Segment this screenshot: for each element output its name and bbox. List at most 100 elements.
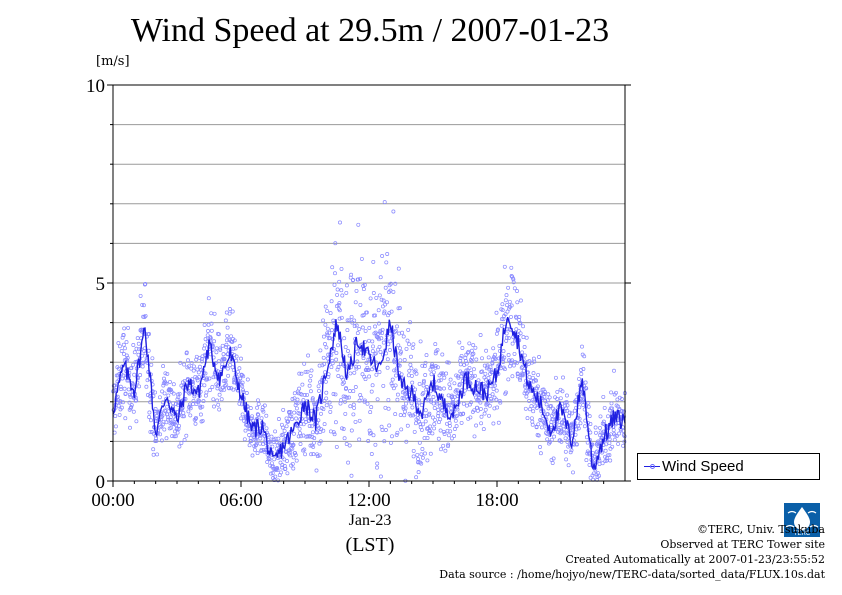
data-point bbox=[325, 331, 330, 336]
data-point bbox=[411, 413, 416, 418]
data-point bbox=[409, 373, 414, 378]
data-point bbox=[460, 346, 465, 350]
data-point bbox=[399, 427, 404, 432]
data-point bbox=[347, 353, 352, 358]
data-point bbox=[347, 395, 351, 400]
data-point bbox=[392, 360, 397, 365]
data-point bbox=[159, 438, 164, 443]
data-point bbox=[561, 375, 565, 380]
legend-label: Wind Speed bbox=[662, 458, 744, 475]
data-point bbox=[184, 433, 189, 438]
data-point bbox=[398, 346, 402, 351]
data-point bbox=[506, 377, 511, 382]
data-point bbox=[308, 378, 313, 383]
data-point bbox=[610, 406, 615, 411]
data-point bbox=[432, 406, 437, 410]
data-point bbox=[393, 383, 398, 388]
data-point bbox=[141, 303, 146, 308]
data-point bbox=[337, 279, 342, 284]
data-point bbox=[419, 452, 424, 457]
data-point bbox=[296, 391, 301, 396]
data-point bbox=[131, 409, 136, 414]
data-point bbox=[369, 405, 374, 410]
data-point bbox=[545, 398, 550, 403]
data-point bbox=[402, 396, 406, 401]
data-point bbox=[438, 386, 443, 391]
data-point bbox=[309, 424, 314, 429]
data-point bbox=[385, 300, 389, 305]
data-point bbox=[358, 276, 363, 281]
data-point bbox=[273, 429, 278, 434]
data-point bbox=[295, 397, 300, 402]
data-point bbox=[132, 350, 137, 355]
data-point bbox=[601, 394, 606, 399]
data-point bbox=[337, 316, 342, 321]
x-axis-timezone: (LST) bbox=[345, 534, 395, 556]
data-point bbox=[361, 356, 366, 361]
data-point bbox=[491, 421, 496, 426]
data-point bbox=[134, 419, 139, 424]
data-point bbox=[292, 391, 297, 396]
data-point bbox=[472, 373, 477, 378]
data-point bbox=[294, 458, 299, 463]
data-point bbox=[536, 372, 541, 377]
data-point bbox=[505, 309, 510, 314]
data-point bbox=[182, 438, 187, 442]
data-point bbox=[597, 473, 602, 478]
data-point bbox=[303, 369, 308, 374]
chart-title: Wind Speed at 29.5m / 2007-01-23 bbox=[130, 12, 610, 49]
data-point bbox=[430, 431, 435, 436]
data-point bbox=[288, 446, 293, 451]
data-point bbox=[305, 369, 310, 374]
data-point bbox=[293, 451, 298, 455]
data-point bbox=[170, 434, 175, 439]
data-point bbox=[154, 414, 159, 418]
data-point bbox=[442, 375, 447, 380]
data-point bbox=[323, 379, 328, 384]
data-point bbox=[530, 375, 535, 380]
data-point bbox=[356, 277, 361, 282]
data-point bbox=[396, 343, 401, 348]
data-point bbox=[240, 380, 245, 385]
data-point bbox=[355, 331, 360, 336]
data-point bbox=[214, 350, 219, 355]
data-point bbox=[569, 448, 574, 453]
data-point bbox=[443, 413, 447, 418]
data-point bbox=[364, 310, 369, 315]
data-point bbox=[333, 420, 338, 425]
data-point bbox=[496, 420, 501, 425]
data-point bbox=[614, 433, 619, 438]
data-point bbox=[286, 419, 291, 424]
data-point bbox=[391, 386, 396, 391]
data-point bbox=[333, 241, 338, 246]
data-point bbox=[292, 410, 297, 415]
data-point bbox=[532, 359, 537, 364]
data-point bbox=[149, 362, 154, 367]
data-point bbox=[501, 360, 506, 364]
data-point bbox=[560, 420, 565, 425]
data-point bbox=[551, 456, 556, 461]
data-point bbox=[506, 285, 511, 290]
data-point bbox=[524, 394, 529, 399]
data-point bbox=[466, 349, 471, 354]
data-point bbox=[357, 418, 362, 423]
data-point bbox=[534, 405, 539, 410]
data-point bbox=[131, 343, 136, 347]
data-point bbox=[143, 281, 148, 286]
data-point bbox=[393, 412, 398, 417]
data-point bbox=[177, 444, 182, 449]
data-point bbox=[316, 384, 321, 389]
data-point bbox=[376, 308, 381, 313]
data-point bbox=[421, 380, 426, 385]
data-point bbox=[387, 423, 392, 428]
data-point bbox=[212, 339, 217, 344]
data-point bbox=[242, 418, 247, 423]
data-point bbox=[321, 407, 326, 412]
data-point bbox=[619, 397, 624, 401]
data-point bbox=[367, 338, 371, 343]
data-point bbox=[551, 411, 556, 416]
data-point bbox=[529, 378, 533, 383]
data-point bbox=[175, 430, 180, 435]
legend: Wind Speed bbox=[637, 453, 820, 480]
data-point bbox=[290, 461, 295, 466]
